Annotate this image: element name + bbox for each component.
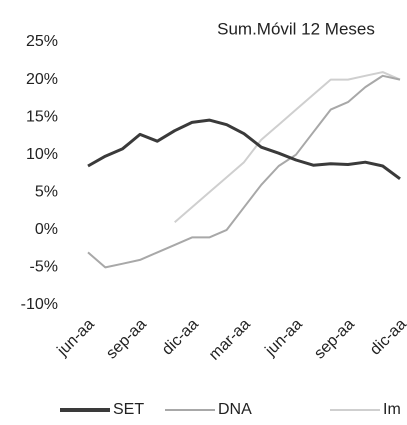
x-tick-label: sep-aa	[311, 316, 358, 363]
chart-title: Sum.Móvil 12 Meses	[217, 19, 375, 38]
x-tick-label: jun-aa	[262, 316, 306, 360]
legend-label: DNA	[218, 401, 252, 418]
x-tick-label: dic-aa	[367, 316, 407, 359]
y-tick-label: 25%	[26, 33, 58, 50]
y-tick-label: -5%	[30, 259, 58, 276]
y-tick-label: 5%	[35, 184, 58, 201]
y-tick-label: 20%	[26, 71, 58, 88]
legend-label: Im	[383, 401, 401, 418]
x-tick-label: mar-aa	[206, 316, 254, 364]
legend-label: SET	[113, 401, 144, 418]
x-tick-label: jun-aa	[54, 316, 98, 360]
y-tick-label: 15%	[26, 108, 58, 125]
y-tick-label: 0%	[35, 221, 58, 238]
y-tick-label: -10%	[21, 296, 58, 313]
y-tick-label: 10%	[26, 146, 58, 163]
series-line	[87, 74, 401, 269]
series-line	[87, 118, 401, 181]
series-line	[174, 71, 401, 224]
x-tick-label: dic-aa	[159, 316, 202, 359]
x-tick-label: sep-aa	[103, 316, 150, 363]
